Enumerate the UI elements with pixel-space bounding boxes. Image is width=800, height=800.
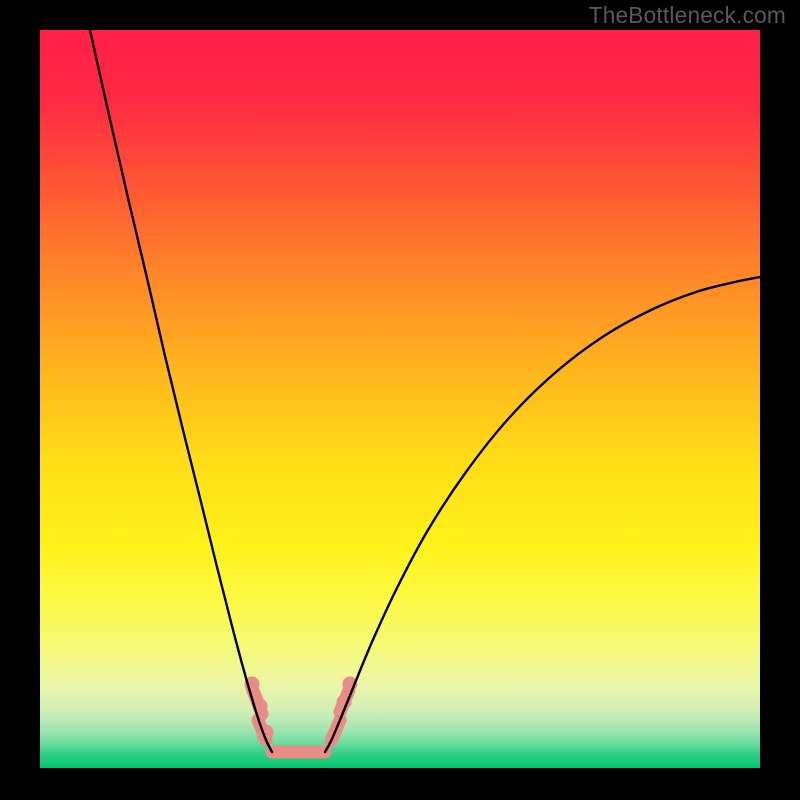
plot-area (40, 30, 760, 768)
bottleneck-chart (0, 0, 800, 800)
watermark-text: TheBottleneck.com (589, 2, 786, 29)
chart-stage: TheBottleneck.com (0, 0, 800, 800)
